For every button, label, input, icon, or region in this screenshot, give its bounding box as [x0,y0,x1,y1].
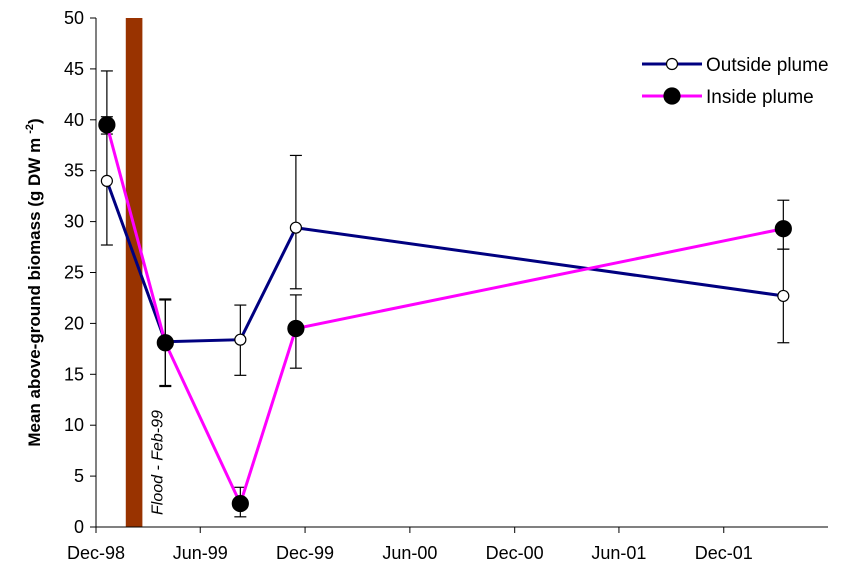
series-line-outside-plume [105,180,784,344]
x-tick-label: Dec-00 [486,543,544,563]
y-tick-label: 15 [64,364,84,384]
y-axis-title-main: Mean above-ground biomass (g DW m [25,138,44,447]
x-tick-label: Jun-99 [173,543,228,563]
legend-label-outside-plume: Outside plume [706,55,829,76]
y-tick-label: 50 [64,8,84,28]
series-inside-plume [100,116,790,518]
y-tick-label: 5 [74,466,84,486]
x-tick-label: Dec-99 [276,543,334,563]
y-axis-title-close: ) [25,118,44,124]
data-point [234,333,247,346]
x-tick-label: Jun-01 [591,543,646,563]
flood-annotation-label: Flood - Feb-99 [149,410,166,515]
y-tick-label: 20 [64,313,84,333]
markers-inside-plume [98,116,792,513]
x-tick-label: Jun-00 [382,543,437,563]
data-point [287,319,305,338]
legend-label-inside-plume: Inside plume [706,87,814,108]
data-point [774,220,792,238]
y-tick-label: 40 [64,110,84,130]
data-point [289,221,302,234]
y-tick-label: 25 [64,263,84,283]
y-tick-label: 0 [74,517,84,537]
y-tick-label: 30 [64,212,84,232]
legend-marker-outside-plume [665,57,679,71]
data-point [231,494,249,513]
legend: Outside plume Inside plume [642,55,829,108]
data-point [100,174,113,187]
y-tick-label: 45 [64,59,84,79]
data-point [98,116,116,134]
y-axis-title-superscript: -2 [24,124,36,134]
y-axis-title: Mean above-ground biomass (g DW m -2) [24,118,44,446]
series-line-inside-plume [105,124,784,508]
y-tick-label: 35 [64,161,84,181]
data-point [156,334,174,352]
series-layer [98,70,792,518]
legend-marker-inside-plume [663,87,681,105]
flood-bar-layer [125,18,143,527]
data-point [777,289,790,303]
series-outside-plume [100,70,790,388]
axes: 0 5 10 15 20 25 30 35 40 45 50 Dec-98 Jun-99 Dec-99 Ju… [64,8,828,563]
markers-outside-plume [100,174,790,348]
x-tick-label: Dec-98 [67,543,125,563]
y-tick-label: 10 [64,415,84,435]
flood-bar [125,18,143,527]
x-tick-label: Dec-01 [695,543,753,563]
